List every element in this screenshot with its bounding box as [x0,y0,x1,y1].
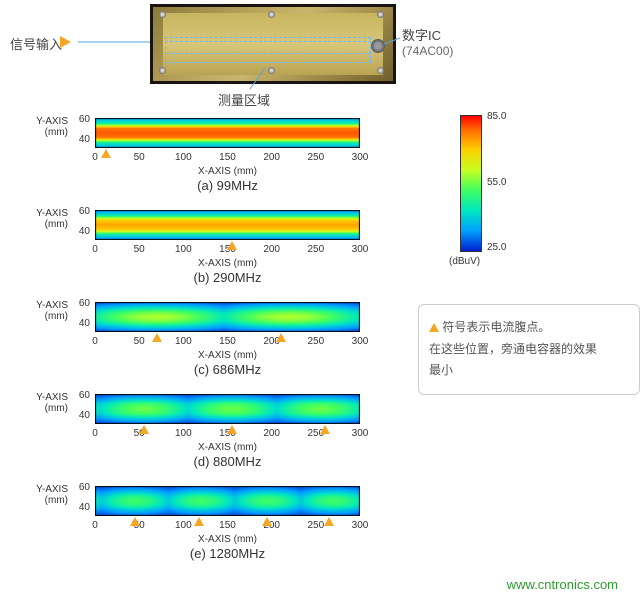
ytick: 60 [70,390,90,401]
xtick: 300 [352,244,369,255]
ytick: 60 [70,482,90,493]
xtick: 50 [134,152,145,163]
heatmap-hmB: 6040Y-AXIS(mm)050100150200250300X-AXIS (… [95,210,360,240]
xtick: 300 [352,520,369,531]
ylabel: Y-AXIS(mm) [36,116,68,138]
source-url: www.cntronics.com [507,577,618,592]
ylabel-l2: (mm) [36,219,68,230]
colorbar-unit: (dBuV) [449,256,480,267]
colorbar: 85.0 55.0 25.0 (dBuV) [460,115,482,252]
legend-line2: 在这些位置，旁通电容器的效果 [429,342,597,356]
xlabel: X-AXIS (mm) [198,442,257,453]
chart-caption: (d) 880MHz [194,454,262,469]
ylabel: Y-AXIS(mm) [36,208,68,230]
antinode-arrow-icon [130,513,140,531]
ylabel-l1: Y-AXIS [36,116,68,127]
heatmap-canvas [95,118,360,148]
ylabel-l1: Y-AXIS [36,392,68,403]
legend-box: 符号表示电流腹点。 在这些位置，旁通电容器的效果 最小 [418,304,640,395]
xtick: 0 [92,428,98,439]
ytick: 60 [70,298,90,309]
antinode-arrow-icon [152,329,162,347]
xtick: 100 [175,520,192,531]
xtick: 200 [263,152,280,163]
xtick: 0 [92,336,98,347]
antinode-arrow-icon [101,145,111,163]
xtick: 100 [175,336,192,347]
xtick: 100 [175,428,192,439]
xtick: 150 [219,520,236,531]
heatmap-canvas [95,302,360,332]
antinode-arrow-icon [227,237,237,255]
heatmap-hmE: 6040Y-AXIS(mm)050100150200250300X-AXIS (… [95,486,360,516]
ytick: 40 [70,134,90,145]
xtick: 50 [134,336,145,347]
xtick: 300 [352,336,369,347]
xtick: 250 [307,152,324,163]
heatmap-hmA: 6040Y-AXIS(mm)050100150200250300X-AXIS (… [95,118,360,148]
xtick: 200 [263,244,280,255]
page-root: 信号输入 测量区域 数字IC (74AC00) 85.0 55.0 25.0 (… [0,0,640,602]
xtick: 300 [352,152,369,163]
xtick: 50 [134,244,145,255]
leadlines-svg [0,0,640,110]
ylabel: Y-AXIS(mm) [36,392,68,414]
ylabel-l2: (mm) [36,127,68,138]
chart-caption: (c) 686MHz [194,362,261,377]
xtick: 250 [307,244,324,255]
xtick: 200 [263,428,280,439]
colorbar-min: 25.0 [487,242,506,253]
xlabel: X-AXIS (mm) [198,258,257,269]
colorbar-max: 85.0 [487,111,506,122]
ylabel: Y-AXIS(mm) [36,484,68,506]
antinode-arrow-icon [276,329,286,347]
xtick: 0 [92,520,98,531]
antinode-arrow-icon [139,421,149,439]
colorbar-canvas [461,116,481,251]
xlabel: X-AXIS (mm) [198,166,257,177]
antinode-arrow-icon [262,513,272,531]
ylabel-l2: (mm) [36,495,68,506]
xtick: 100 [175,152,192,163]
antinode-arrow-icon [324,513,334,531]
xtick: 0 [92,152,98,163]
ylabel-l1: Y-AXIS [36,300,68,311]
xtick: 250 [307,336,324,347]
chart-caption: (a) 99MHz [197,178,258,193]
heatmap-canvas [95,210,360,240]
ylabel-l2: (mm) [36,403,68,414]
antinode-arrow-icon [227,421,237,439]
ylabel-l2: (mm) [36,311,68,322]
ylabel: Y-AXIS(mm) [36,300,68,322]
ytick: 60 [70,206,90,217]
xlabel: X-AXIS (mm) [198,350,257,361]
up-arrow-icon [429,323,439,332]
ytick: 40 [70,410,90,421]
antinode-arrow-icon [320,421,330,439]
xtick: 300 [352,428,369,439]
xtick: 250 [307,520,324,531]
ylabel-l1: Y-AXIS [36,208,68,219]
heatmap-canvas [95,394,360,424]
colorbar-mid: 55.0 [487,177,506,188]
legend-line1: 符号表示电流腹点。 [442,320,550,334]
xtick: 150 [219,152,236,163]
ytick: 60 [70,114,90,125]
chart-caption: (b) 290MHz [194,270,262,285]
ytick: 40 [70,318,90,329]
xtick: 0 [92,244,98,255]
heatmap-canvas [95,486,360,516]
ytick: 40 [70,226,90,237]
legend-line3: 最小 [429,363,453,377]
xtick: 150 [219,336,236,347]
xlabel: X-AXIS (mm) [198,534,257,545]
ytick: 40 [70,502,90,513]
ylabel-l1: Y-AXIS [36,484,68,495]
heatmap-hmD: 6040Y-AXIS(mm)050100150200250300X-AXIS (… [95,394,360,424]
xtick: 100 [175,244,192,255]
heatmap-hmC: 6040Y-AXIS(mm)050100150200250300X-AXIS (… [95,302,360,332]
chart-caption: (e) 1280MHz [190,546,265,561]
antinode-arrow-icon [194,513,204,531]
